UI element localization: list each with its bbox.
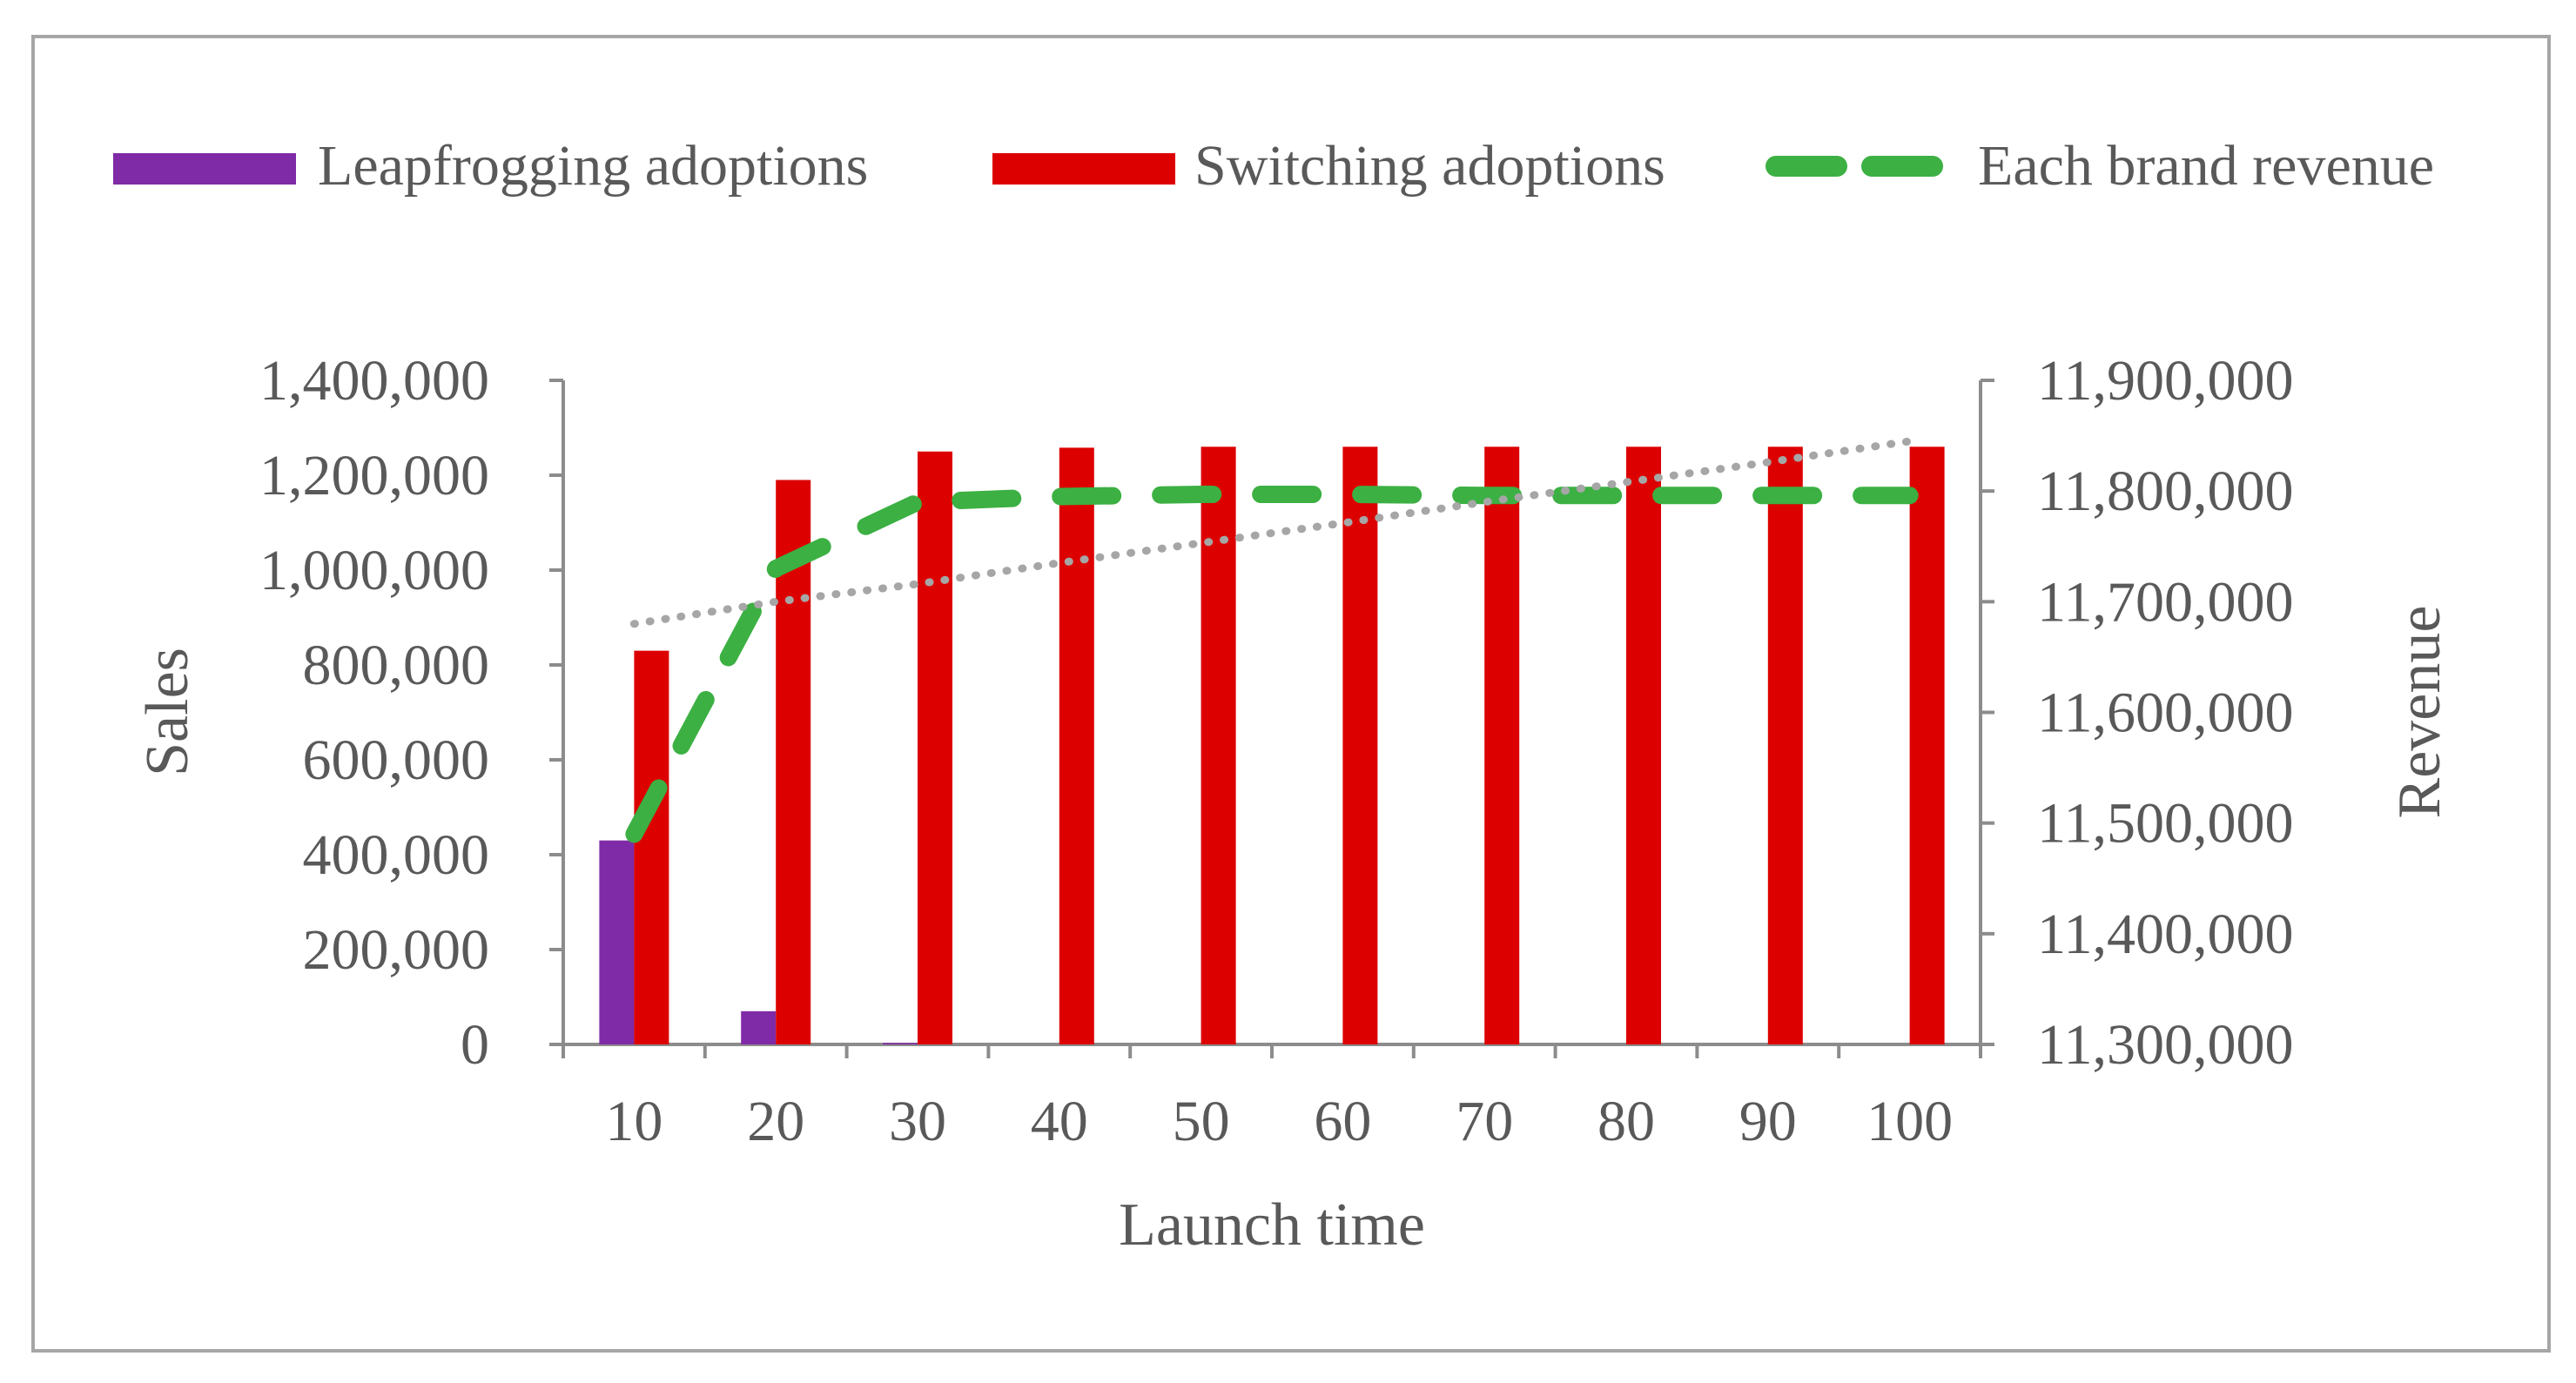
legend-swatch-switching <box>992 153 1175 185</box>
y-tick-label: 0 <box>461 1013 489 1077</box>
y2-tick-label: 11,800,000 <box>2037 460 2294 523</box>
y-tick-label: 1,000,000 <box>259 539 489 602</box>
left-ticks: 0 200,000 400,000 600,000 800,000 1,000,000 1,… <box>259 349 563 1077</box>
legend-label-switching: Switching adoptions <box>1194 134 1665 198</box>
y2-tick-label: 11,700,000 <box>2037 570 2294 634</box>
revenue-line <box>625 485 1919 843</box>
x-axis-title: Launch time <box>1119 1192 1425 1259</box>
switching-bar <box>1767 446 1803 1044</box>
x-tick-label: 80 <box>1597 1090 1655 1153</box>
y-tick-label: 1,200,000 <box>259 444 489 507</box>
switching-bar <box>1626 446 1661 1044</box>
switching-bar <box>1909 446 1945 1044</box>
y-tick-label: 600,000 <box>303 728 490 792</box>
switching-bar <box>1059 447 1094 1044</box>
y-tick-label: 1,400,000 <box>259 349 489 413</box>
leapfrogging-bar <box>883 1043 918 1044</box>
switching-bar <box>1201 446 1236 1044</box>
y2-tick-label: 11,400,000 <box>2037 903 2294 966</box>
bars <box>599 446 1945 1044</box>
x-tick-label: 30 <box>889 1090 946 1153</box>
x-tick-label: 20 <box>747 1090 804 1153</box>
legend-swatch-leapfrogging <box>113 153 296 185</box>
x-ticks: 10 20 30 40 50 60 70 80 90 100 <box>562 1044 1982 1153</box>
right-ticks: 11,300,000 11,400,000 11,500,000 11,600,000… <box>1981 349 2294 1077</box>
y-tick-label: 800,000 <box>303 634 490 697</box>
x-tick-label: 90 <box>1739 1090 1797 1153</box>
y2-tick-label: 11,300,000 <box>2037 1013 2294 1077</box>
x-tick-label: 50 <box>1173 1090 1230 1153</box>
y2-axis-title: Revenue <box>2386 606 2453 819</box>
legend: Leapfrogging adoptions Switching adoptio… <box>113 134 2434 198</box>
y2-tick-label: 11,500,000 <box>2037 792 2294 856</box>
y-tick-label: 400,000 <box>303 823 490 887</box>
y-axis-title: Sales <box>134 648 201 776</box>
leapfrogging-bar <box>741 1010 777 1044</box>
x-tick-label: 10 <box>605 1090 662 1153</box>
y2-tick-label: 11,900,000 <box>2037 349 2294 413</box>
legend-label-leapfrogging: Leapfrogging adoptions <box>318 134 868 198</box>
leapfrogging-bar <box>599 840 635 1044</box>
chart-border <box>31 35 2551 1353</box>
y-tick-label: 200,000 <box>303 918 490 982</box>
x-tick-label: 70 <box>1456 1090 1513 1153</box>
y2-tick-label: 11,600,000 <box>2037 681 2294 745</box>
x-tick-label: 40 <box>1031 1090 1088 1153</box>
switching-bar <box>1484 446 1520 1044</box>
lines <box>625 437 1919 843</box>
trend-line <box>629 437 1914 628</box>
x-tick-label: 100 <box>1866 1090 1953 1153</box>
switching-bar <box>634 650 669 1044</box>
x-tick-label: 60 <box>1314 1090 1371 1153</box>
legend-label-revenue: Each brand revenue <box>1978 134 2434 198</box>
switching-bar <box>918 451 952 1044</box>
switching-bar <box>1342 446 1378 1044</box>
